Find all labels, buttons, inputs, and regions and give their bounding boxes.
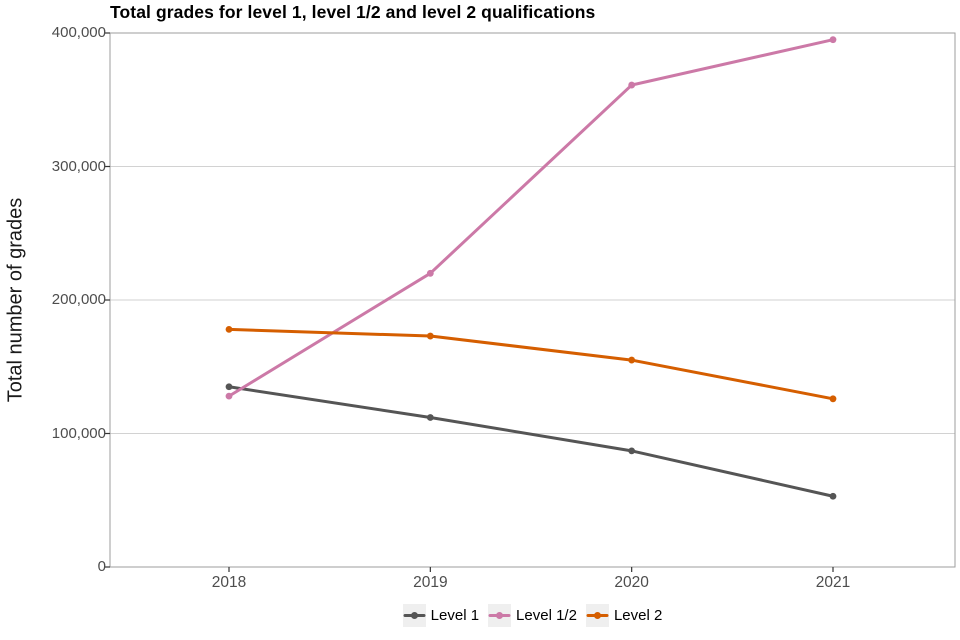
- legend-item-level-1: Level 1: [402, 604, 480, 627]
- y-tick-label: 300,000: [51, 157, 106, 175]
- legend-label: Level 1/2: [516, 607, 577, 624]
- x-tick-label: 2019: [413, 574, 448, 591]
- data-point: [829, 36, 837, 44]
- y-tick-label: 0: [97, 558, 106, 575]
- x-tick-label: 2021: [815, 574, 851, 591]
- data-point: [225, 383, 233, 391]
- chart-title: Total grades for level 1, level 1/2 and …: [110, 2, 596, 22]
- legend-key-level-1-2: [488, 604, 512, 627]
- series-line-level-2: [227, 327, 835, 401]
- legend-marker-icon: [586, 612, 609, 619]
- y-tick-label: 100,000: [51, 424, 106, 442]
- legend-key-level-1: [402, 604, 426, 627]
- legend: Level 1 Level 1/2 Level 2: [110, 604, 955, 627]
- legend-marker-icon: [488, 612, 511, 619]
- legend-label: Level 1: [430, 607, 480, 624]
- data-point: [426, 269, 434, 277]
- data-point: [426, 332, 434, 340]
- data-point: [628, 81, 636, 89]
- data-point: [225, 392, 233, 400]
- x-tick-label: 2020: [614, 574, 649, 591]
- data-point: [829, 492, 837, 500]
- x-tick-label: 2018: [211, 574, 247, 591]
- data-point: [829, 395, 837, 403]
- plot-panel: [105, 32, 956, 572]
- data-point: [426, 414, 434, 421]
- legend-item-level-1-2: Level 1/2: [488, 604, 577, 627]
- data-point: [628, 447, 636, 455]
- legend-key-level-2: [585, 604, 609, 627]
- legend-item-level-2: Level 2: [585, 604, 663, 627]
- y-tick-label: 200,000: [51, 291, 106, 308]
- data-point: [628, 356, 636, 364]
- data-point: [225, 325, 233, 333]
- y-axis-title: Total number of grades: [4, 197, 27, 403]
- series-line-level-1-2: [227, 38, 835, 398]
- series-line-level-1: [227, 385, 835, 498]
- y-tick-label: 400,000: [51, 24, 106, 41]
- legend-marker-icon: [403, 612, 426, 619]
- legend-label: Level 2: [613, 607, 663, 624]
